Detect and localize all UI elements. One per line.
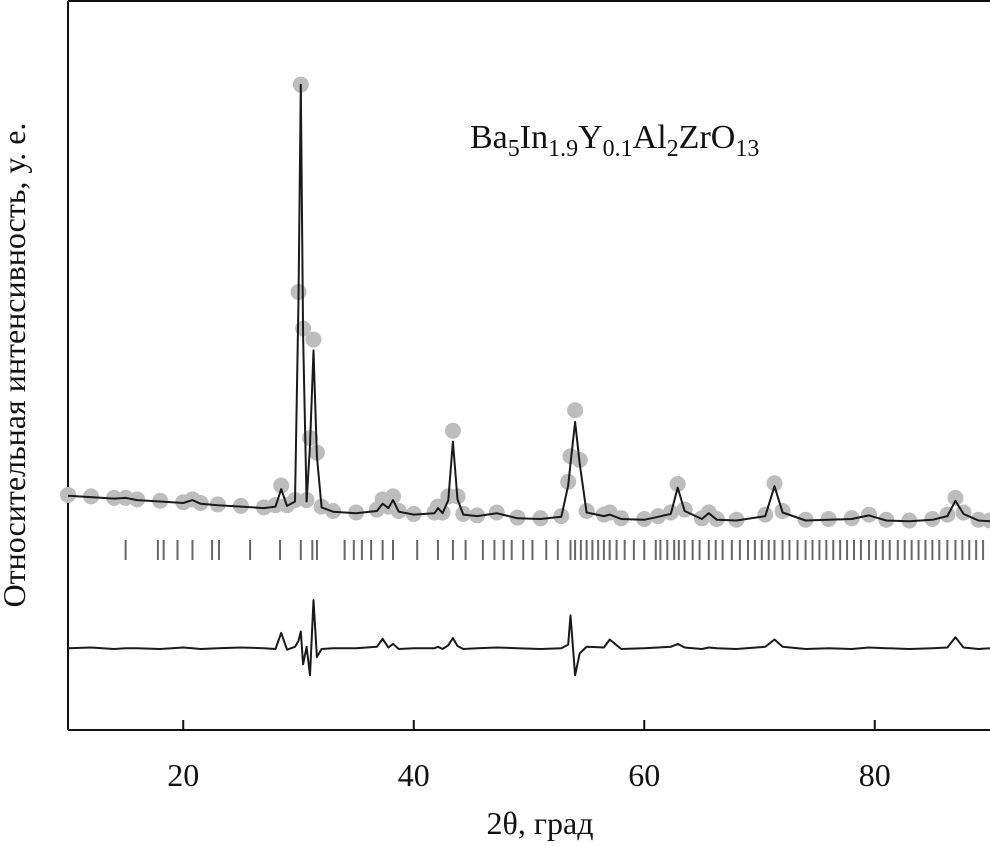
observed-point <box>766 475 783 492</box>
formula-part: Al <box>633 119 667 156</box>
observed-point <box>273 477 290 494</box>
x-tick-label: 80 <box>859 757 891 793</box>
formula-part: ZrO <box>679 119 736 156</box>
observed-point <box>947 489 964 506</box>
observed-point <box>305 331 322 348</box>
y-axis-label: Относительная интенсивность, у. е. <box>0 123 32 608</box>
formula-part: Y <box>578 119 603 156</box>
formula-subscript: 2 <box>667 136 679 162</box>
formula: Ba5In1.9Y0.1Al2ZrO13 <box>470 119 759 162</box>
formula-part: Ba <box>470 119 508 156</box>
x-tick-label: 40 <box>398 757 430 793</box>
observed-point <box>60 486 76 503</box>
calculated-line <box>67 83 990 523</box>
x-tick-label: 60 <box>628 757 660 793</box>
difference-line <box>67 599 990 677</box>
observed-point <box>669 475 686 492</box>
x-tick-label: 20 <box>167 757 199 793</box>
formula-subscript: 5 <box>508 136 520 162</box>
formula-part: In <box>520 119 548 156</box>
observed-point <box>567 402 584 419</box>
formula-subscript: 13 <box>735 136 759 162</box>
observed-point <box>385 488 402 505</box>
formula-subscript: 1.9 <box>548 136 578 162</box>
x-axis-label: 2θ, град <box>487 805 594 841</box>
formula-subscript: 0.1 <box>603 136 633 162</box>
observed-point <box>444 422 461 439</box>
